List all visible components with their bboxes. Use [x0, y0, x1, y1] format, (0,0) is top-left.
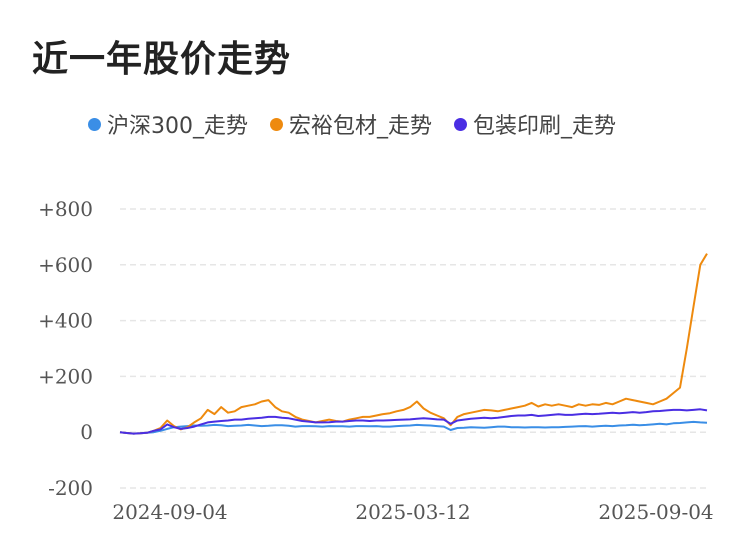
y-tick-label: 0 — [80, 420, 93, 444]
series-line — [119, 420, 708, 435]
x-tick-label: 2025-03-12 — [355, 500, 470, 524]
legend-label: 沪深300_走势 — [107, 114, 248, 139]
y-tick-label: +600 — [38, 253, 93, 277]
legend-label: 宏裕包材_走势 — [289, 114, 433, 139]
x-tick-label: 2024-09-04 — [112, 500, 227, 524]
y-tick-label: +400 — [38, 309, 93, 333]
legend-label: 包装印刷_走势 — [473, 114, 617, 139]
series-line — [119, 408, 708, 435]
y-tick-label: -200 — [48, 476, 93, 500]
x-tick-label: 2025-09-04 — [598, 500, 713, 524]
series-lines — [119, 253, 708, 435]
chart-legend: 沪深300_走势 宏裕包材_走势 包装印刷_走势 — [88, 108, 616, 140]
legend-dot-icon — [454, 117, 468, 131]
legend-item[interactable]: 沪深300_走势 — [88, 108, 248, 140]
series-line — [119, 253, 708, 435]
legend-item[interactable]: 宏裕包材_走势 — [270, 108, 432, 140]
grid-lines — [120, 208, 707, 489]
x-axis-labels: 2024-09-04 2025-03-12 2025-09-04 — [112, 500, 713, 524]
y-tick-label: +200 — [38, 364, 93, 388]
legend-item[interactable]: 包装印刷_走势 — [454, 108, 616, 140]
legend-dot-icon — [270, 117, 283, 131]
legend-dot-icon — [88, 117, 101, 131]
y-tick-label: +800 — [38, 197, 93, 221]
page-title: 近一年股价走势 — [32, 39, 292, 80]
y-axis-labels: +800 +600 +400 +200 0 -200 — [38, 197, 93, 500]
